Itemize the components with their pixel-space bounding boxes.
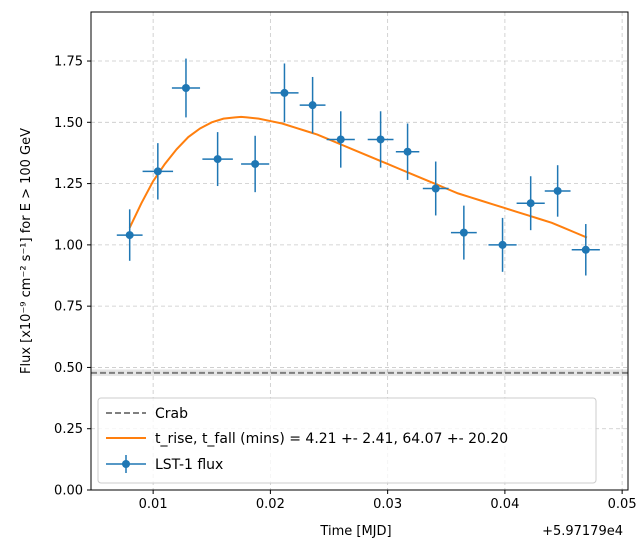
point-marker [581, 245, 590, 254]
point-marker [125, 231, 134, 240]
legend-crab-label: Crab [155, 406, 188, 422]
flux-point [367, 111, 394, 168]
point-marker [251, 159, 260, 168]
flux-point [571, 224, 600, 276]
data-points [116, 58, 600, 276]
fit-line [128, 115, 588, 239]
flux-point [488, 217, 517, 272]
flux-point [326, 111, 355, 168]
crab-reference [91, 369, 628, 377]
x-axis-label: Time [MJD] [319, 524, 391, 539]
flux-point [171, 58, 201, 118]
y-tick-label: 0.25 [54, 422, 83, 437]
y-tick-label: 0.00 [54, 484, 83, 499]
legend-box [97, 397, 597, 484]
legend-fit-label: t_rise, t_fall (mins) = 4.21 +- 2.41, 64… [155, 431, 508, 447]
y-axis-ticks: 0.00 0.25 0.50 0.75 1.00 1.25 1.50 1.75 [54, 55, 91, 499]
legend-flux-swatch [106, 455, 146, 473]
point-marker [181, 83, 190, 92]
flux-point [202, 132, 233, 187]
point-marker [526, 199, 535, 208]
flux-point [270, 63, 299, 123]
plot-frame [90, 11, 629, 491]
point-marker [153, 167, 162, 176]
flux-point [422, 161, 449, 216]
y-tick-label: 1.50 [54, 116, 83, 131]
y-tick-label: 1.25 [54, 177, 83, 192]
point-marker [553, 186, 562, 195]
point-marker [213, 155, 222, 164]
y-tick-label: 0.75 [54, 300, 83, 315]
legend-flux-label: LST-1 flux [155, 457, 223, 473]
point-marker [431, 184, 440, 193]
x-tick-label: 0.04 [490, 497, 519, 512]
flux-point [544, 165, 571, 217]
flux-point [116, 209, 143, 261]
point-marker [459, 228, 468, 237]
y-axis-label: Flux [x10⁻⁹ cm⁻² s⁻¹] for E > 100 GeV [19, 128, 34, 374]
point-marker [308, 101, 317, 110]
point-marker [336, 135, 345, 144]
x-axis-ticks: 0.01 0.02 0.03 0.04 0.05 [139, 490, 637, 512]
x-offset-label: +5.97179e4 [542, 524, 623, 539]
model-curve [128, 115, 588, 239]
point-marker [498, 240, 507, 249]
flux-point [450, 205, 477, 260]
y-tick-label: 1.75 [54, 55, 83, 70]
flux-point [142, 143, 174, 200]
point-marker [280, 88, 289, 97]
flux-point [299, 76, 326, 134]
x-tick-label: 0.05 [608, 497, 637, 512]
flux-point [241, 135, 270, 193]
y-tick-label: 0.50 [54, 361, 83, 376]
x-tick-label: 0.01 [139, 497, 168, 512]
legend: Crab t_rise, t_fall (mins) = 4.21 +- 2.4… [97, 397, 597, 484]
crab-band [91, 369, 628, 377]
point-marker [376, 135, 385, 144]
x-tick-label: 0.02 [256, 497, 285, 512]
y-tick-label: 1.00 [54, 238, 83, 253]
point-marker [403, 147, 412, 156]
flux-point [395, 123, 420, 180]
x-tick-label: 0.03 [373, 497, 402, 512]
flux-point [516, 176, 545, 231]
